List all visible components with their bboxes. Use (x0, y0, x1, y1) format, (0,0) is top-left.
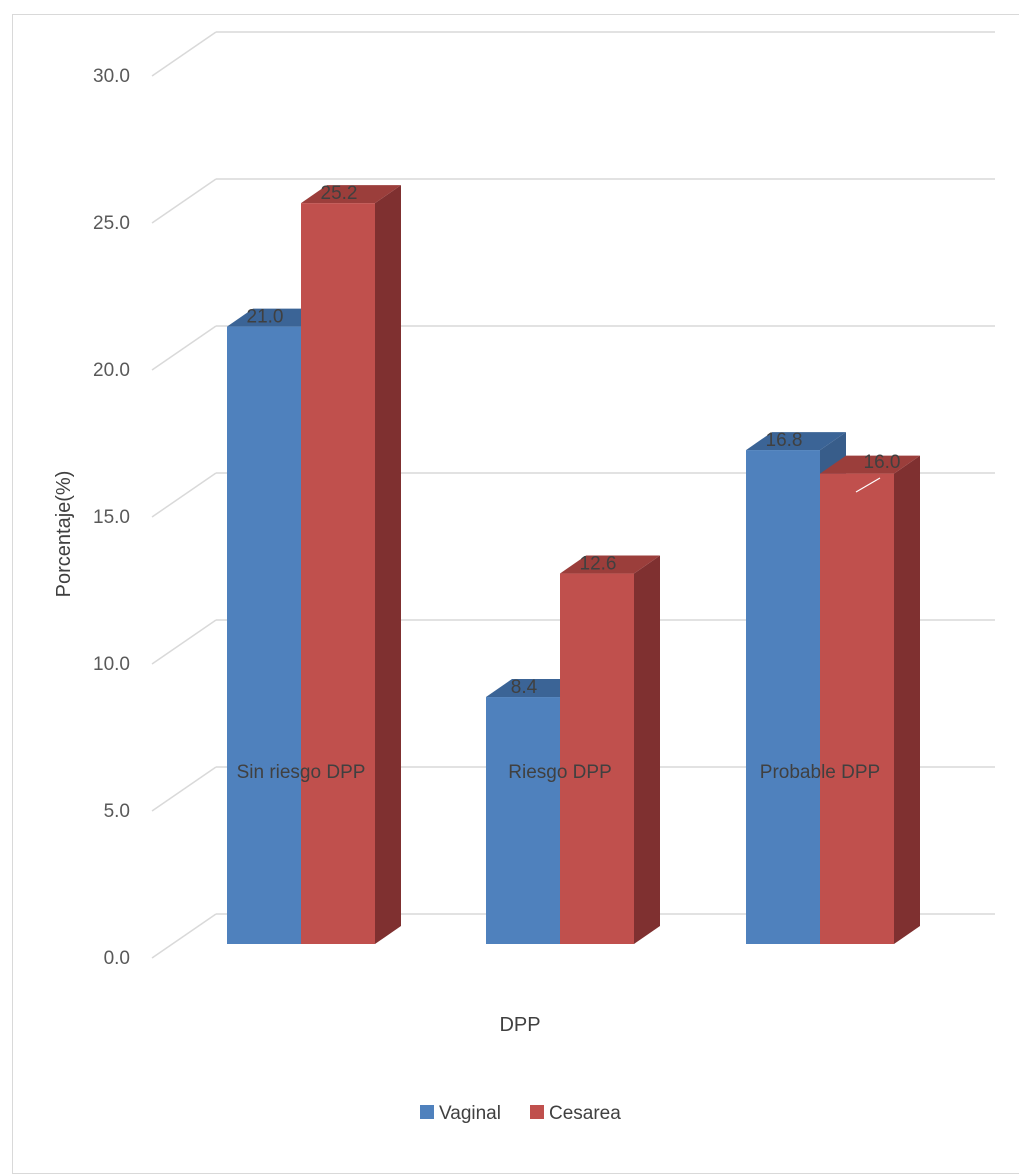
bar-cesarea-1 (560, 555, 660, 944)
gridline-diagonal (151, 472, 217, 518)
bar-front-face (746, 450, 820, 944)
y-tick-label: 0.0 (104, 948, 130, 969)
legend-swatch-vaginal (420, 1105, 434, 1119)
y-tick-label: 30.0 (93, 66, 130, 87)
legend-swatch-cesarea (530, 1105, 544, 1119)
gridline-diagonal (151, 913, 217, 959)
y-tick-label: 15.0 (93, 507, 130, 528)
legend-label-cesarea: Cesarea (549, 1103, 621, 1124)
data-label-vaginal-2: 16.8 (766, 430, 803, 451)
x-axis-title: DPP (499, 1014, 540, 1036)
bar-top-face (301, 185, 401, 204)
bar-chart: 0.0 5.0 10.0 15.0 20.0 25.0 30.0 21.0 25.2 8.4 12… (53, 31, 995, 1124)
bars (227, 185, 920, 945)
data-labels: 21.0 25.2 8.4 12.6 16.8 16.0 (247, 183, 901, 698)
bar-front-face (227, 326, 301, 945)
y-axis-title: Porcentaje(%) (53, 471, 75, 598)
y-tick-label: 20.0 (93, 360, 130, 381)
bar-front-face (820, 473, 894, 944)
x-category-label: Riesgo DPP (508, 762, 612, 783)
bar-front-face (486, 697, 560, 944)
bar-cesarea-0 (301, 185, 401, 944)
bar-side-face (375, 185, 401, 944)
data-label-vaginal-0: 21.0 (247, 307, 284, 328)
x-category-label: Probable DPP (760, 762, 880, 783)
y-tick-label: 25.0 (93, 213, 130, 234)
data-label-vaginal-1: 8.4 (511, 677, 538, 698)
y-axis-ticks: 0.0 5.0 10.0 15.0 20.0 25.0 30.0 (93, 66, 130, 969)
legend: Vaginal Cesarea (420, 1103, 621, 1124)
bar-top-face (560, 555, 660, 574)
bar-top-face (820, 455, 920, 474)
gridline-diagonal (151, 325, 217, 371)
gridline-diagonal (151, 178, 217, 224)
bar-cesarea-2 (820, 455, 920, 944)
y-tick-label: 10.0 (93, 654, 130, 675)
x-category-label: Sin riesgo DPP (237, 762, 366, 783)
gridline-diagonal (151, 31, 217, 77)
bar-front-face (560, 573, 634, 944)
bar-top-face (746, 432, 846, 451)
data-label-cesarea-2: 16.0 (864, 452, 901, 473)
bar-side-face (894, 455, 920, 944)
x-axis-categories: Sin riesgo DPP Riesgo DPP Probable DPP (237, 762, 881, 783)
bar-front-face (301, 203, 375, 944)
bar-side-face (634, 555, 660, 944)
leader-line (855, 477, 881, 493)
y-tick-label: 5.0 (104, 801, 130, 822)
legend-label-vaginal: Vaginal (439, 1103, 501, 1124)
data-label-cesarea-1: 12.6 (580, 554, 617, 575)
gridline-diagonal (151, 619, 217, 665)
data-label-cesarea-0: 25.2 (321, 183, 358, 204)
gridline-diagonal (151, 766, 217, 812)
